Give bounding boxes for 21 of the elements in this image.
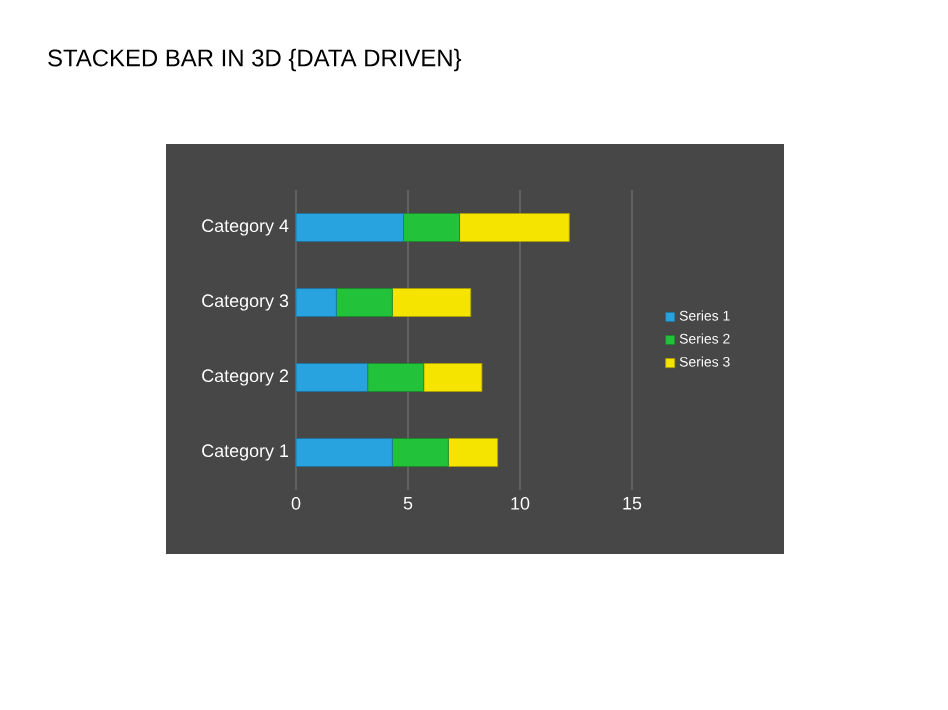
bar [296,438,393,467]
x-tick-label: 10 [511,497,530,510]
bar [391,288,472,317]
bar [335,288,393,317]
y-tick-label: Category 1 [202,444,289,461]
y-tick-label: Category 3 [202,294,289,311]
bar [391,438,449,467]
bar [459,213,570,242]
bar [447,438,499,467]
y-tick-label: Category 2 [202,369,289,386]
x-tick-label: 5 [403,497,413,510]
chart-title: STACKED BAR IN 3D {DATA DRIVEN} [48,48,462,72]
bar [403,213,460,242]
bar [296,288,337,317]
bar [296,213,404,242]
bar [367,363,425,392]
x-tick-label: 0 [291,497,301,510]
x-tick-label: 15 [623,497,642,510]
bar [423,363,483,392]
y-tick-label: Category 4 [202,219,289,236]
bar [296,363,369,392]
